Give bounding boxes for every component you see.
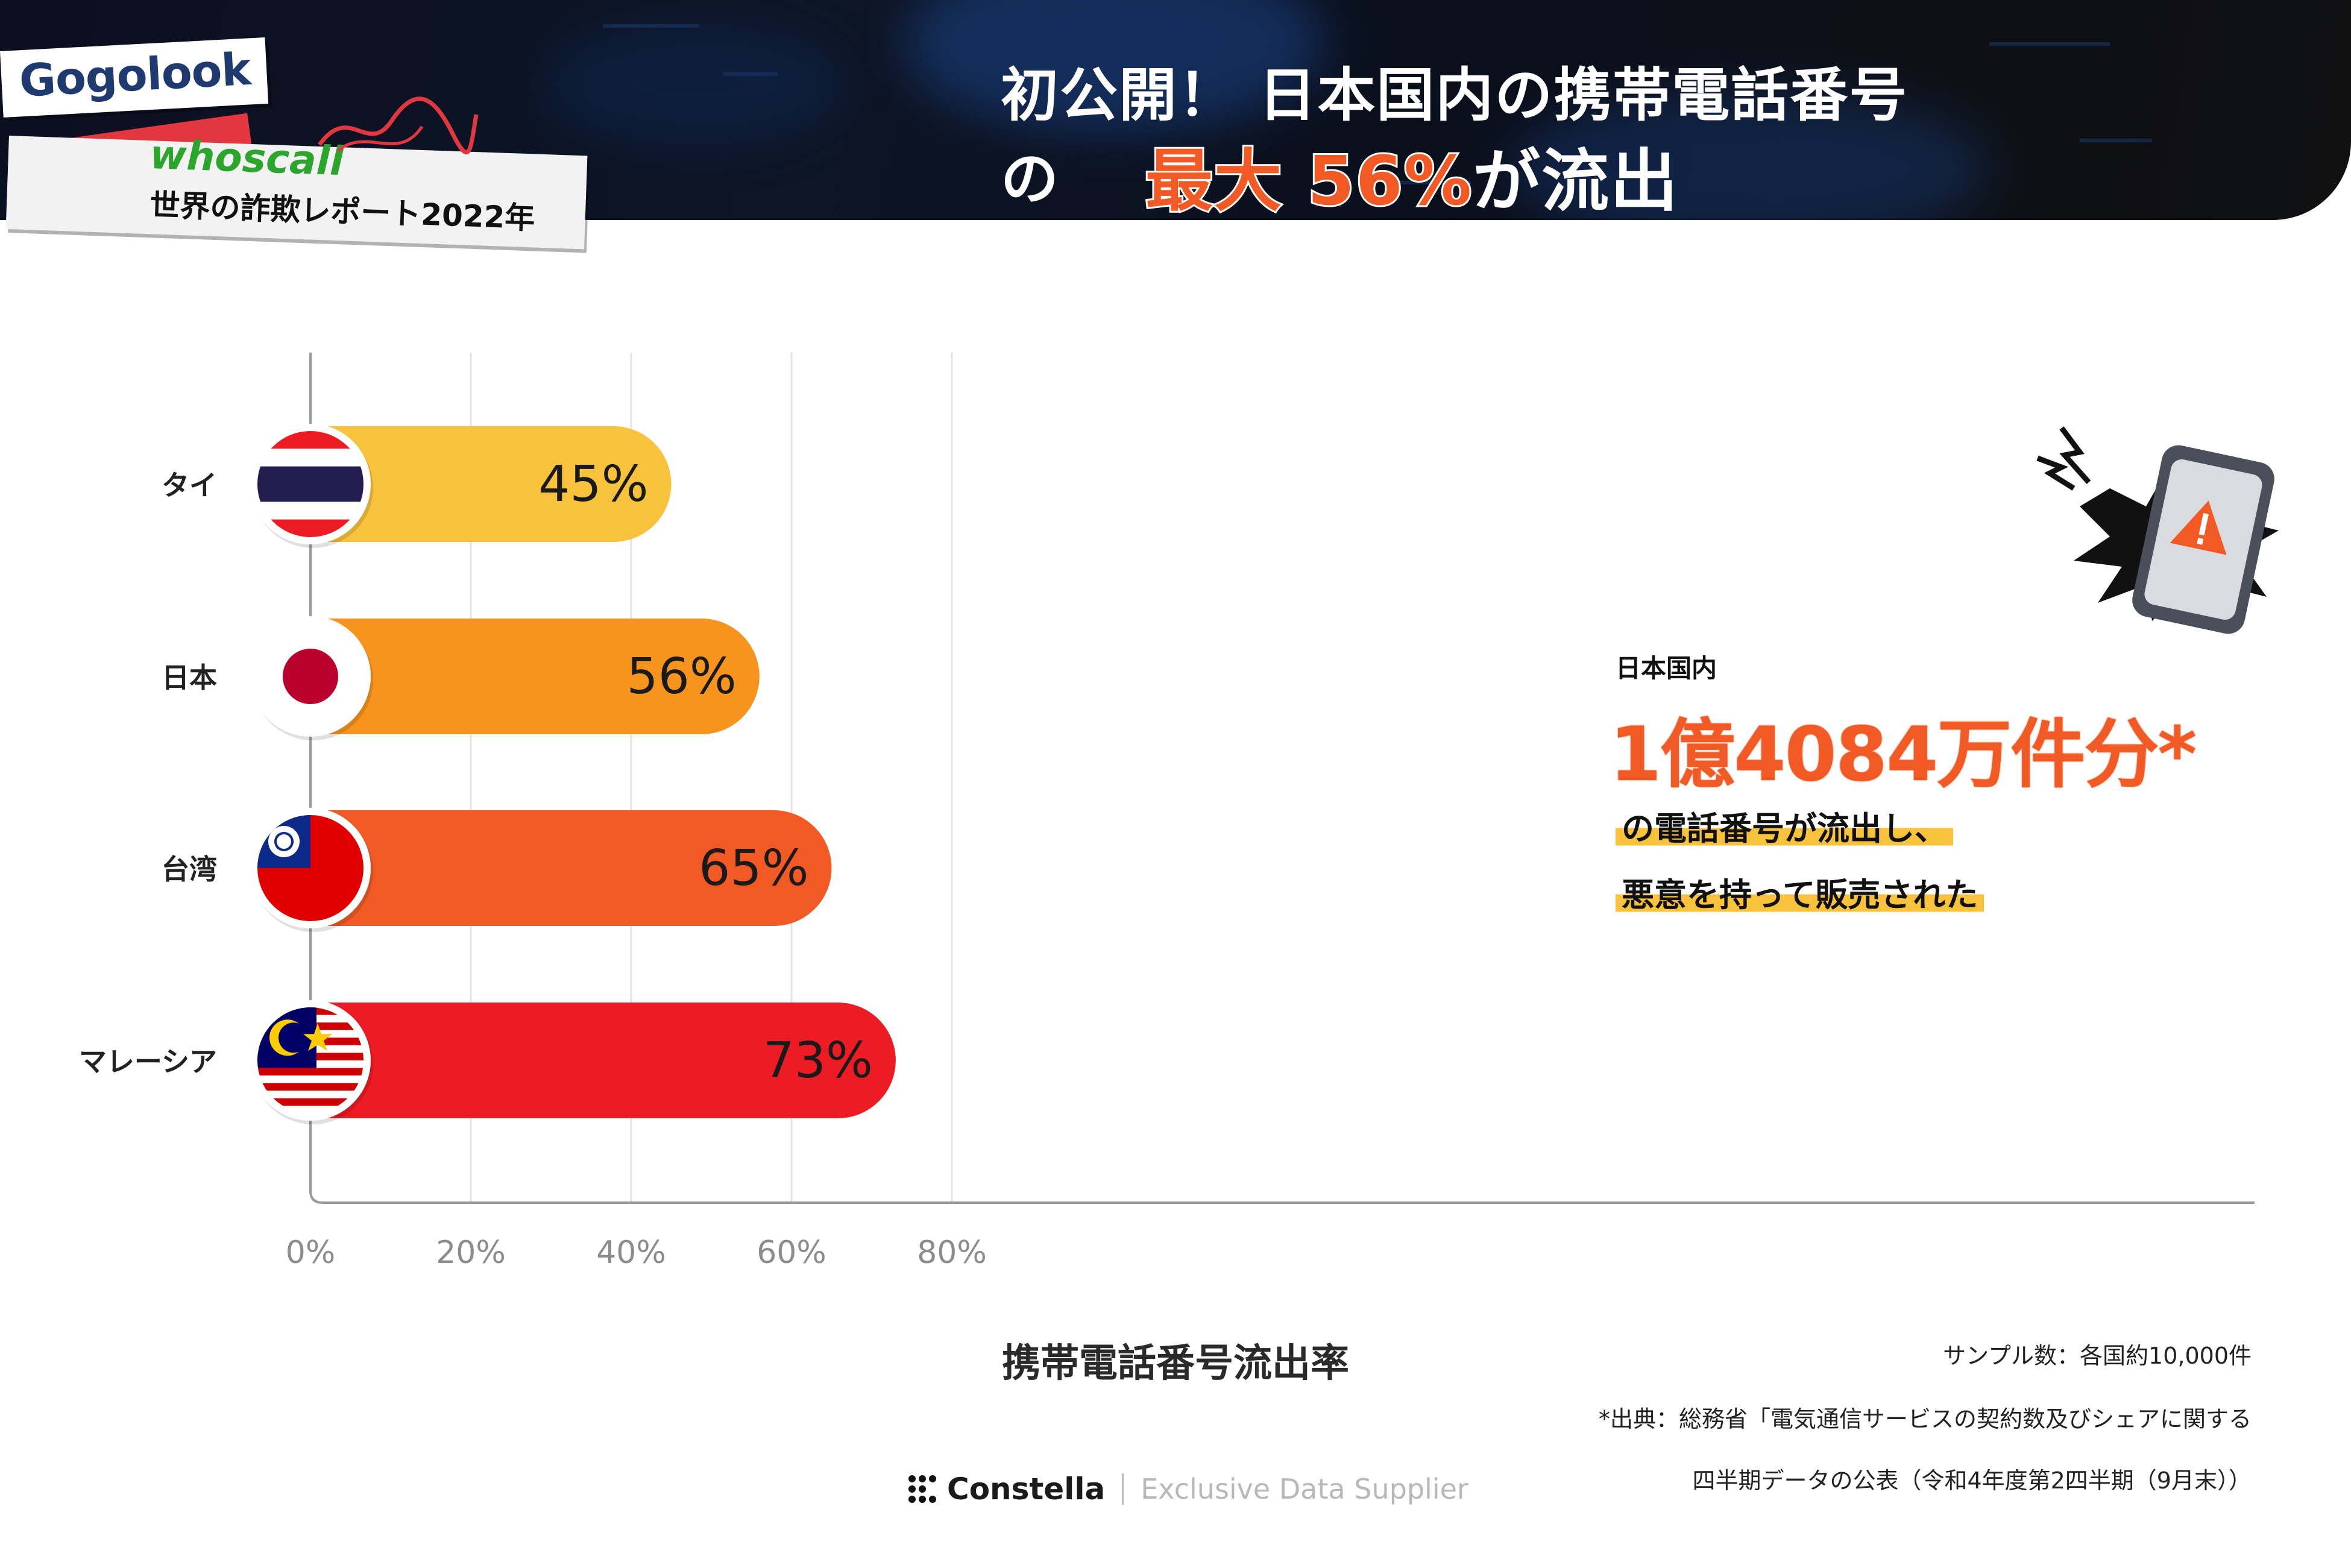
flag-sun-core <box>277 834 291 849</box>
supplier-divider <box>1122 1473 1124 1505</box>
x-tick-label: 20% <box>436 1235 506 1271</box>
flag-stripe <box>257 1075 364 1083</box>
flag-body <box>257 623 364 729</box>
flag-body <box>257 815 364 921</box>
red-scribble-icon <box>318 96 479 155</box>
flag-stripe <box>257 1068 364 1076</box>
headline-rest: が流出 <box>1473 142 1679 220</box>
axis-line <box>309 353 2255 1204</box>
x-tick-label: 80% <box>917 1235 987 1271</box>
flag-stripe <box>257 1098 364 1106</box>
banner-texture <box>2080 139 2152 142</box>
flag-crescent-cut <box>279 1022 309 1053</box>
banner-texture <box>603 24 699 28</box>
banner-glow <box>1507 90 1989 220</box>
banner-texture <box>723 72 778 76</box>
category-label: 日本 <box>162 661 217 694</box>
bar-value-label: 56% <box>627 648 737 705</box>
bar <box>310 810 832 926</box>
callout-line1: の電話番号が流出し、 <box>1616 802 1953 849</box>
japan-flag-icon <box>250 616 373 740</box>
flag-stripe <box>257 1091 364 1098</box>
banner-texture <box>1989 42 2110 46</box>
supplier-description: Exclusive Data Supplier <box>1141 1473 1468 1505</box>
category-label: タイ <box>162 469 217 502</box>
malaysia-flag-icon <box>250 1000 373 1124</box>
flag-sun <box>283 649 338 704</box>
bar-value-label: 45% <box>538 456 648 513</box>
flag-stripe <box>257 1083 364 1091</box>
x-axis-title: 携帯電話番号流出率 <box>1002 1341 1349 1386</box>
x-tick-label: 60% <box>757 1235 826 1271</box>
banner-texture <box>1386 181 1471 184</box>
supplier-brand: Constella <box>947 1472 1106 1507</box>
thailand-flag-icon <box>250 424 373 548</box>
category-label: 台湾 <box>162 853 217 886</box>
headline-line2: 最大 56%が流出 <box>1144 127 1679 220</box>
x-tick-label: 0% <box>286 1235 336 1271</box>
flag-star <box>303 1023 332 1051</box>
data-supplier: Constella Exclusive Data Supplier <box>907 1471 1468 1507</box>
chart-flags <box>250 424 373 1124</box>
bar-value-label: 65% <box>699 840 808 897</box>
callout-caption: 日本国内 <box>1616 653 1717 683</box>
flag-stripe <box>257 466 364 502</box>
phone-alert-icon <box>2036 426 2279 634</box>
chart-bars <box>310 426 896 1118</box>
taiwan-flag-icon <box>250 808 373 932</box>
x-tick-label: 40% <box>596 1235 666 1271</box>
source-note-line2: 四半期データの公表（令和4年度第2四半期（9月末）） <box>1692 1467 2252 1494</box>
headline-highlight: 最大 56% <box>1144 140 1473 220</box>
headline-line1: 初公開！ 日本国内の携帯電話番号の <box>1001 61 1909 213</box>
callout-figure: 1億4084万件分* <box>1607 708 2200 801</box>
chart-labels: 0% 20% 40% 60% 80% 45% タイ 56% 日本 65% 台湾 73% マレーシア <box>79 456 987 1271</box>
banner-glow <box>543 24 844 145</box>
callout-line2: 悪意を持って販売された <box>1616 868 1984 916</box>
bar-value-label: 73% <box>763 1032 873 1089</box>
sample-size-note: サンプル数：各国約10,000件 <box>1943 1343 2252 1369</box>
source-note-line1: *出典：総務省「電気通信サービスの契約数及びシェアに関する <box>1598 1406 2252 1432</box>
category-label: マレーシア <box>79 1045 217 1078</box>
bar <box>310 1003 896 1118</box>
constella-logo-icon <box>908 1475 936 1503</box>
